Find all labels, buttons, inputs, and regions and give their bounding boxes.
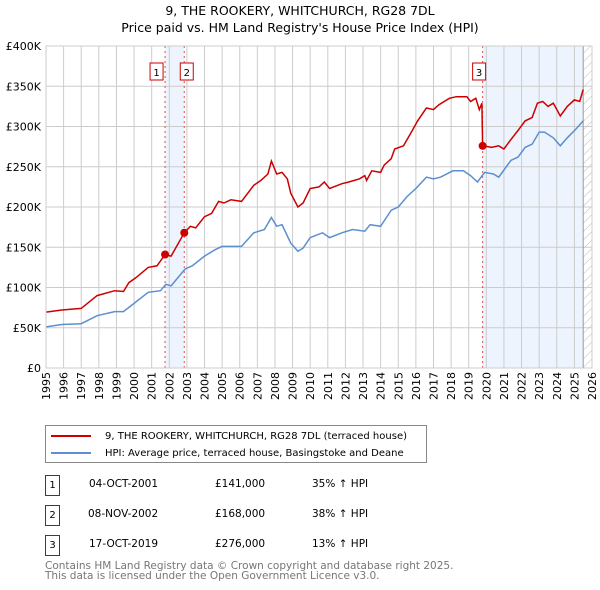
sale-badge: 2 [45, 505, 60, 526]
footer-copyright: Contains HM Land Registry data © Crown c… [45, 560, 454, 572]
legend-label: HPI: Average price, terraced house, Basi… [105, 447, 404, 459]
sale-date: 08-NOV-2002 [88, 508, 159, 520]
sale-marker-box [179, 62, 194, 81]
x-tick-label: 2006 [234, 372, 247, 400]
sale-point [180, 228, 189, 237]
x-tick-label: 2007 [251, 372, 264, 400]
sale-price: £168,000 [215, 508, 266, 520]
x-tick-label: 2012 [339, 372, 352, 400]
x-tick-label: 1996 [58, 372, 71, 400]
x-tick-label: 2001 [146, 372, 159, 400]
x-tick-label: 2000 [128, 372, 141, 400]
chart-title: 9, THE ROOKERY, WHITCHURCH, RG28 7DL [165, 3, 435, 18]
x-tick-label: 2023 [533, 372, 546, 400]
sale-point [478, 141, 487, 150]
sale-point [161, 250, 170, 259]
y-tick-label: £400K [6, 40, 42, 53]
sale-hpi: 38% ↑ HPI [312, 508, 369, 520]
x-tick-label: 2016 [410, 372, 423, 400]
x-tick-label: 2019 [463, 372, 476, 400]
x-tick-label: 2018 [445, 372, 458, 400]
sale-date: 17-OCT-2019 [89, 538, 158, 550]
x-tick-label: 2002 [163, 372, 176, 400]
y-tick-label: £250K [6, 161, 42, 174]
sale-marker-label: 3 [476, 68, 482, 79]
sale-marker-label: 2 [184, 68, 190, 79]
sale-date: 04-OCT-2001 [89, 478, 158, 490]
x-tick-label: 2008 [269, 372, 282, 400]
y-tick-label: £300K [6, 121, 42, 134]
y-tick-label: £150K [6, 241, 42, 254]
x-tick-label: 2022 [516, 372, 529, 400]
x-tick-label: 2017 [427, 372, 440, 400]
sale-badge: 1 [45, 475, 60, 496]
legend-item-property: 9, THE ROOKERY, WHITCHURCH, RG28 7DL (te… [46, 428, 407, 444]
legend-swatch-blue [51, 452, 91, 454]
x-tick-label: 2014 [375, 372, 388, 400]
y-tick-label: £50K [13, 322, 42, 335]
plot-frame [45, 45, 593, 369]
y-tick-label: £200K [6, 201, 42, 214]
x-tick-label: 2025 [568, 372, 581, 400]
x-tick-label: 2015 [392, 372, 405, 400]
sale-marker-box [149, 62, 164, 81]
series-line [45, 120, 584, 328]
chart-subtitle: Price paid vs. HM Land Registry's House … [121, 20, 479, 35]
sale-hpi: 35% ↑ HPI [312, 478, 369, 490]
x-tick-label: 1997 [75, 372, 88, 400]
x-tick-label: 2024 [551, 372, 564, 400]
x-tick-label: 2020 [480, 372, 493, 400]
y-tick-label: £350K [6, 80, 42, 93]
sale-hpi: 13% ↑ HPI [312, 538, 369, 550]
x-tick-label: 2013 [357, 372, 370, 400]
legend-item-hpi: HPI: Average price, terraced house, Basi… [46, 445, 404, 461]
sale-price: £141,000 [215, 478, 266, 490]
chart-plot: 1995 1996 1997 1998 1999 2000 2001 2002 2003 2004… [6, 40, 599, 400]
legend-label: 9, THE ROOKERY, WHITCHURCH, RG28 7DL (te… [105, 430, 407, 442]
x-tick-label: 2004 [199, 372, 212, 400]
x-tick-label: 2021 [498, 372, 511, 400]
x-tick-label: 2003 [181, 372, 194, 400]
y-tick-label: £100K [6, 282, 42, 295]
x-tick-label: 2009 [287, 372, 300, 400]
x-tick-label: 2011 [322, 372, 335, 400]
sale-price: £276,000 [215, 538, 266, 550]
x-tick-label: 1999 [110, 372, 123, 400]
x-tick-label: 2026 [586, 372, 599, 400]
legend: 9, THE ROOKERY, WHITCHURCH, RG28 7DL (te… [45, 425, 427, 463]
sale-marker-box [472, 62, 487, 81]
x-tick-label: 1995 [40, 372, 53, 400]
y-tick-label: £0 [27, 362, 41, 375]
sale-badge: 3 [45, 535, 60, 556]
legend-swatch-red [51, 435, 91, 437]
x-tick-label: 2005 [216, 372, 229, 400]
footer-licence: This data is licensed under the Open Gov… [45, 570, 380, 582]
x-tick-label: 1998 [93, 372, 106, 400]
x-tick-label: 2010 [304, 372, 317, 400]
sale-marker-label: 1 [153, 68, 159, 79]
